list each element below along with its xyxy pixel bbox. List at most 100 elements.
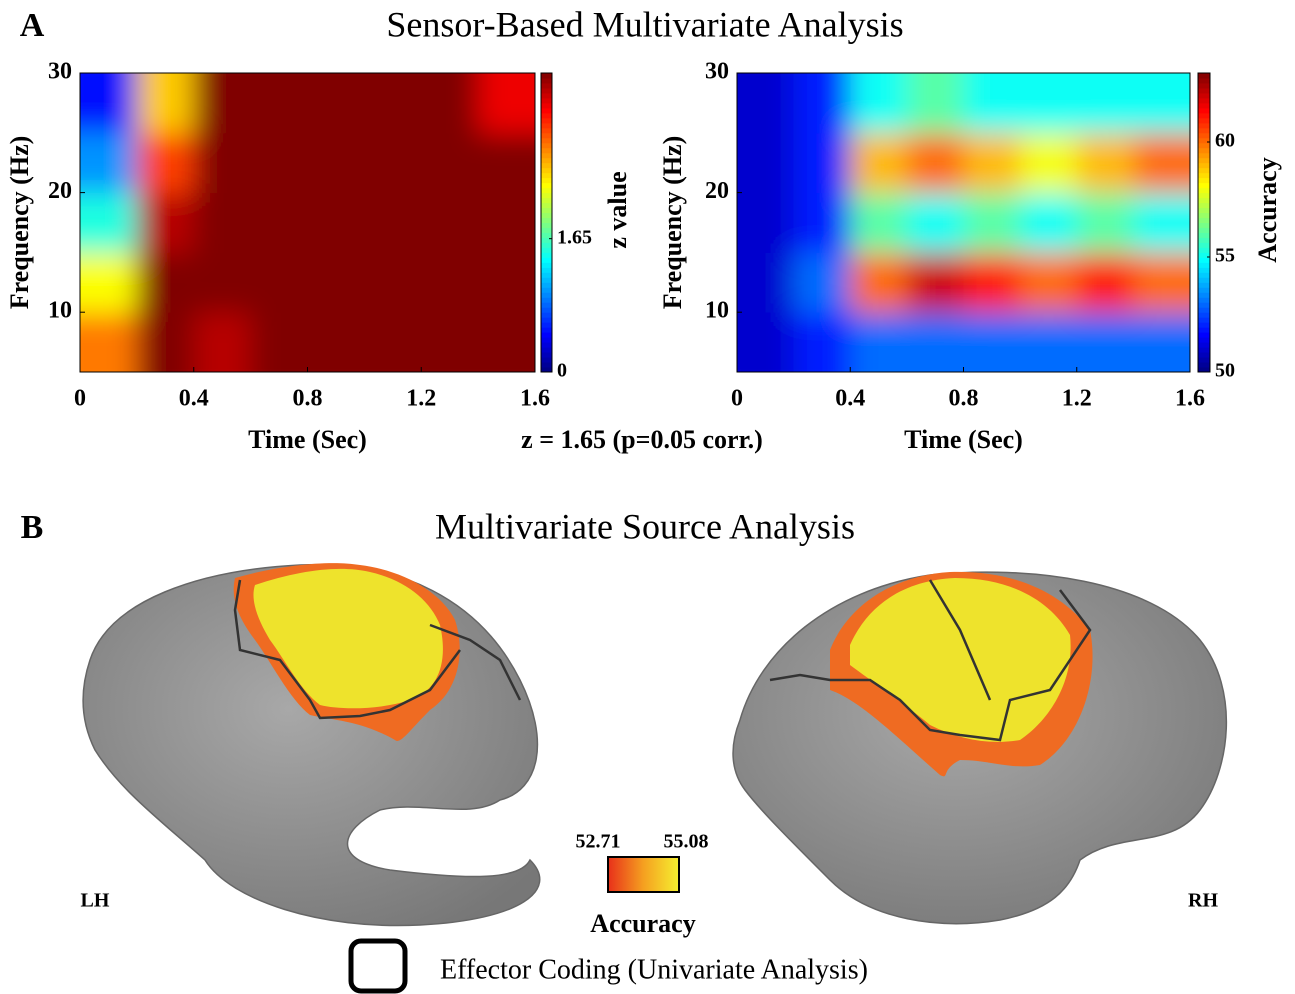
colorbar-step: [541, 317, 552, 322]
heatmap-cell: [364, 43, 421, 133]
heatmap-cell: [850, 252, 907, 312]
heatmap-cell: [794, 43, 851, 133]
panel-label: A: [20, 7, 45, 44]
colorbar-step: [1198, 93, 1210, 98]
colorbar-step: [1198, 98, 1210, 103]
heatmap-cell: [194, 193, 251, 253]
colorbar-step: [1198, 337, 1210, 342]
colorbar-step: [1198, 307, 1210, 312]
heatmap-cell: [1020, 133, 1077, 193]
colorbar-step: [1198, 227, 1210, 232]
colorbar-step: [541, 83, 552, 88]
colorbar-tick-label: 50: [1215, 360, 1235, 382]
colorbar-step: [541, 247, 552, 252]
heatmap-cell: [1020, 43, 1077, 133]
colorbar-step: [541, 218, 552, 223]
colorbar-step: [541, 342, 552, 347]
colorbar-step: [1198, 103, 1210, 108]
heatmap-cell: [1077, 133, 1134, 193]
x-tick-label: 1.2: [1062, 386, 1092, 412]
colorbar-step: [1198, 213, 1210, 218]
colorbar-step: [1198, 277, 1210, 282]
colorbar-step: [1198, 73, 1210, 78]
colorbar-step: [1198, 352, 1210, 357]
heatmap-cell: [364, 252, 421, 312]
x-tick-label: 0.8: [293, 386, 323, 412]
x-axis-label: Time (Sec): [904, 425, 1023, 454]
heatmap-cell: [308, 252, 365, 312]
colorbar-step: [1198, 148, 1210, 153]
colorbar-step: [541, 118, 552, 123]
colorbar-step: [1198, 203, 1210, 208]
colorbar-step: [1198, 178, 1210, 183]
heatmap-cell: [964, 133, 1021, 193]
colorbar-step: [541, 267, 552, 272]
colorbar-step: [1198, 302, 1210, 307]
heatmap-cell: [421, 43, 478, 133]
colorbar-step: [541, 227, 552, 232]
heatmap-cell: [850, 43, 907, 133]
colorbar-step: [541, 183, 552, 188]
colorbar-step: [1198, 218, 1210, 223]
colorbar-step: [1198, 287, 1210, 292]
colorbar-step: [1198, 322, 1210, 327]
colorbar-step: [541, 178, 552, 183]
x-tick-label: 1.2: [406, 386, 436, 412]
colorbar-step: [1198, 193, 1210, 198]
legend-swatch: [351, 941, 405, 991]
heatmap-cell: [308, 193, 365, 253]
colorbar-step: [541, 93, 552, 98]
colorbar-step: [1198, 267, 1210, 272]
colorbar-step: [541, 357, 552, 362]
colorbar-step: [1198, 257, 1210, 262]
y-tick-label: 30: [48, 59, 72, 85]
colorbar-step: [1198, 183, 1210, 188]
heatmap-cell: [308, 133, 365, 193]
colorbar-step: [541, 133, 552, 138]
colorbar-step: [541, 352, 552, 357]
colorbar-step: [1198, 168, 1210, 173]
colorbar-step: [1198, 242, 1210, 247]
colorbar-step: [1198, 292, 1210, 297]
colorbar-step: [541, 138, 552, 143]
colorbar-step: [541, 362, 552, 367]
y-tick-label: 10: [705, 298, 729, 324]
hemisphere-label: LH: [81, 890, 110, 912]
y-tick-label: 20: [705, 178, 729, 204]
colorbar-step: [541, 153, 552, 158]
colorbar-step: [1198, 312, 1210, 317]
colorbar-step: [541, 103, 552, 108]
y-tick-label: 20: [48, 178, 72, 204]
colorbar-step: [1198, 362, 1210, 367]
colorbar-step: [541, 213, 552, 218]
colorbar-step: [541, 113, 552, 118]
colorbar-step: [1198, 342, 1210, 347]
heatmap-cell: [194, 252, 251, 312]
colorbar-step: [1198, 88, 1210, 93]
colorbar-step: [1198, 347, 1210, 352]
heatmap-cell: [907, 252, 964, 312]
colorbar-label: Accuracy: [590, 909, 695, 938]
colorbar-step: [541, 143, 552, 148]
colorbar-step: [1198, 223, 1210, 228]
heatmap-cell: [794, 133, 851, 193]
heatmap-cell: [194, 133, 251, 193]
colorbar-step: [1198, 198, 1210, 203]
colorbar-step: [1198, 113, 1210, 118]
colorbar-step: [1198, 332, 1210, 337]
heatmap-cell: [964, 252, 1021, 312]
colorbar-step: [541, 88, 552, 93]
heatmap-cell: [251, 193, 308, 253]
heatmap-cell: [1020, 252, 1077, 312]
colorbar-step: [541, 257, 552, 262]
colorbar-step: [541, 78, 552, 83]
colorbar-step: [1198, 297, 1210, 302]
colorbar-label: Accuracy: [1253, 157, 1282, 262]
heatmap-cell: [907, 133, 964, 193]
heatmap-cells: [707, 43, 1221, 403]
colorbar-step: [541, 168, 552, 173]
colorbar-step: [541, 252, 552, 257]
colorbar-step: [541, 332, 552, 337]
heatmap-cell: [251, 252, 308, 312]
colorbar-step: [541, 148, 552, 153]
